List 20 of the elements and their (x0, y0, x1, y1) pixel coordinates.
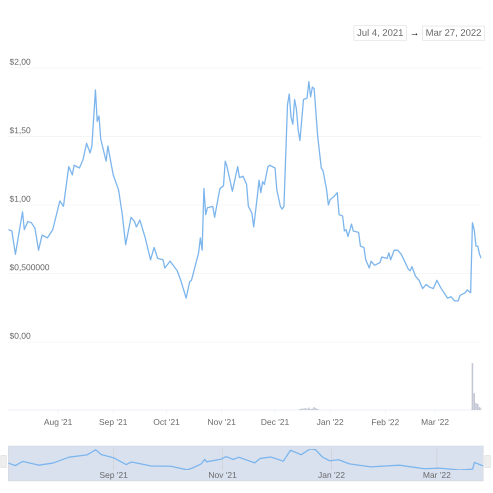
y-tick-label: $2,00 (10, 58, 30, 66)
y-tick-label: $0,500000 (10, 264, 50, 272)
x-tick-label: Feb '22 (372, 419, 399, 426)
text: → (412, 33, 418, 36)
x-tick-label: Mar '22 (424, 472, 450, 478)
y-tick-label: $0,00 (10, 332, 30, 340)
x-tick-label: Dec '21 (262, 419, 289, 426)
x-tick-label: Aug '21 (44, 419, 72, 427)
x-tick-label: Sep '21 (99, 419, 128, 427)
x-tick-label: Mar '22 (422, 419, 449, 426)
y-tick-label: $1,00 (10, 195, 30, 203)
x-tick-label: Nov '21 (209, 472, 236, 478)
y-tick-label: $1,50 (10, 126, 30, 134)
x-tick-label: Nov '21 (208, 419, 236, 426)
x-tick-label: Jan '22 (316, 419, 344, 426)
text: Mar 27, 2022 (426, 29, 481, 38)
x-tick-label: Sep '21 (100, 472, 128, 480)
x-tick-label: Oct '21 (154, 419, 180, 426)
x-tick-label: Jan '22 (318, 472, 345, 478)
text: Jul 4, 2021 (357, 28, 403, 38)
